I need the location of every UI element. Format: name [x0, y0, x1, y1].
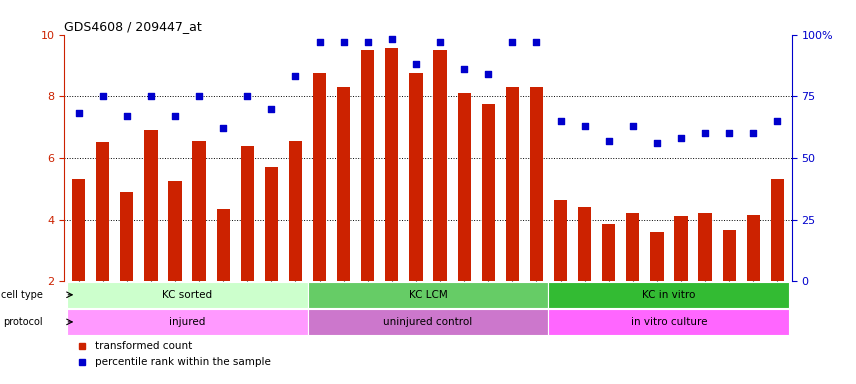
Point	[120, 113, 134, 119]
Text: transformed count: transformed count	[95, 341, 192, 351]
Bar	[193, 141, 205, 281]
Bar	[337, 87, 350, 281]
Point	[265, 106, 278, 112]
Point	[385, 36, 399, 43]
Bar	[506, 87, 519, 281]
Point	[96, 93, 110, 99]
Bar	[385, 48, 399, 281]
Point	[770, 118, 784, 124]
Point	[530, 39, 544, 45]
Text: protocol: protocol	[3, 317, 43, 327]
Point	[675, 135, 688, 141]
Point	[698, 130, 712, 136]
Text: cell type: cell type	[1, 290, 43, 300]
Point	[144, 93, 158, 99]
Bar	[120, 192, 134, 281]
Point	[626, 123, 639, 129]
Point	[457, 66, 471, 72]
Text: percentile rank within the sample: percentile rank within the sample	[95, 357, 270, 367]
Point	[193, 93, 206, 99]
Text: GDS4608 / 209447_at: GDS4608 / 209447_at	[64, 20, 202, 33]
Bar	[746, 215, 760, 281]
Bar	[698, 214, 711, 281]
Bar	[67, 282, 307, 308]
Bar	[288, 141, 302, 281]
Bar	[554, 200, 568, 281]
Point	[312, 39, 326, 45]
Bar	[549, 282, 789, 308]
Bar	[651, 232, 663, 281]
Bar	[578, 207, 591, 281]
Bar	[241, 146, 254, 281]
Point	[168, 113, 181, 119]
Point	[722, 130, 736, 136]
Bar	[313, 73, 326, 281]
Bar	[602, 224, 615, 281]
Text: KC LCM: KC LCM	[408, 290, 448, 300]
Bar	[307, 309, 549, 335]
Point	[336, 39, 350, 45]
Bar	[67, 309, 307, 335]
Bar	[145, 130, 158, 281]
Bar	[96, 142, 110, 281]
Point	[288, 73, 302, 79]
Bar	[72, 179, 86, 281]
Bar	[409, 73, 423, 281]
Point	[481, 71, 495, 77]
Bar	[307, 282, 549, 308]
Text: in vitro culture: in vitro culture	[631, 317, 707, 327]
Text: uninjured control: uninjured control	[383, 317, 473, 327]
Bar	[549, 309, 789, 335]
Bar	[457, 93, 471, 281]
Bar	[675, 217, 687, 281]
Bar	[265, 167, 278, 281]
Point	[409, 61, 423, 67]
Point	[72, 111, 86, 117]
Point	[433, 39, 447, 45]
Bar	[626, 214, 639, 281]
Point	[554, 118, 568, 124]
Text: injured: injured	[169, 317, 205, 327]
Point	[746, 130, 760, 136]
Bar	[433, 50, 447, 281]
Point	[361, 39, 375, 45]
Bar	[482, 104, 495, 281]
Point	[602, 137, 615, 144]
Point	[650, 140, 663, 146]
Point	[506, 39, 520, 45]
Bar	[361, 50, 374, 281]
Text: KC sorted: KC sorted	[162, 290, 212, 300]
Bar	[722, 230, 736, 281]
Bar	[530, 87, 543, 281]
Text: KC in vitro: KC in vitro	[642, 290, 696, 300]
Bar	[169, 181, 181, 281]
Bar	[770, 179, 784, 281]
Bar	[217, 209, 230, 281]
Point	[217, 125, 230, 131]
Point	[241, 93, 254, 99]
Point	[578, 123, 591, 129]
